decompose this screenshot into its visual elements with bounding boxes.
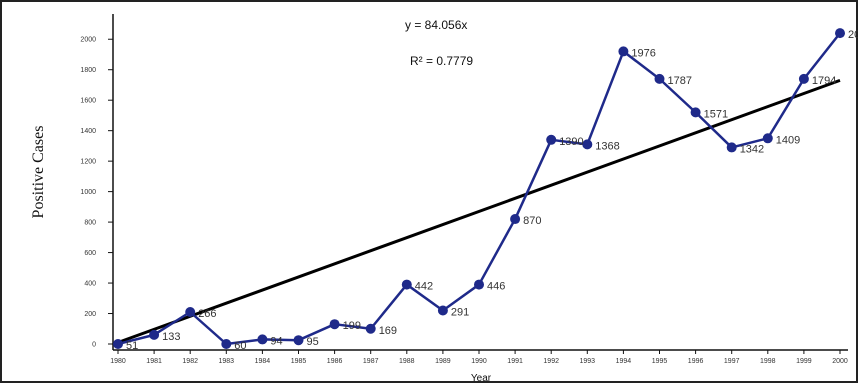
data-label: 169 xyxy=(379,325,397,337)
y-tick-label: 1200 xyxy=(80,159,96,166)
x-tick-label: 1999 xyxy=(796,358,812,365)
y-tick-label: 1800 xyxy=(80,67,96,74)
data-label: 1342 xyxy=(740,143,764,155)
y-tick-label: 1000 xyxy=(80,189,96,196)
x-tick-label: 1998 xyxy=(760,358,776,365)
data-point xyxy=(762,133,773,144)
data-label: 51 xyxy=(126,340,138,352)
x-axis-label: Year xyxy=(471,373,492,383)
data-point xyxy=(365,323,376,334)
data-point xyxy=(618,46,629,57)
x-tick-label: 1980 xyxy=(110,358,126,365)
x-tick-label: 1988 xyxy=(399,358,415,365)
x-tick-label: 1985 xyxy=(291,358,307,365)
data-point xyxy=(329,319,340,330)
x-tick-label: 1991 xyxy=(507,358,523,365)
data-label: 291 xyxy=(451,306,469,318)
axes xyxy=(112,14,848,351)
data-point xyxy=(293,335,304,346)
data-label: 95 xyxy=(307,336,319,348)
y-ticks: 0 200 400 600 800 1000 1200 1400 1600 1800 2000 xyxy=(80,37,113,349)
y-tick-label: 200 xyxy=(84,311,96,318)
y-tick-label: 600 xyxy=(84,250,96,257)
data-point xyxy=(582,139,593,150)
data-label: 1976 xyxy=(631,47,655,59)
x-tick-label: 1989 xyxy=(435,358,451,365)
data-point xyxy=(149,329,160,340)
trendline xyxy=(117,78,841,344)
data-label: 266 xyxy=(198,308,216,320)
y-tick-label: 800 xyxy=(84,220,96,227)
x-tick-label: 1996 xyxy=(688,358,704,365)
x-tick-label: 1990 xyxy=(471,358,487,365)
data-point xyxy=(726,142,737,153)
x-tick-label: 1994 xyxy=(616,358,632,365)
y-tick-label: 1400 xyxy=(80,128,96,135)
data-label: 1390 xyxy=(559,136,583,148)
data-point xyxy=(835,28,845,39)
data-point xyxy=(401,279,412,290)
data-point xyxy=(185,307,196,317)
data-labels: 51 133 266 60 94 95 199 169 442 291 446 870 1390 1368… xyxy=(126,29,858,352)
data-label: 133 xyxy=(162,331,180,343)
y-tick-label: 400 xyxy=(84,281,96,288)
data-point xyxy=(437,305,448,316)
data-label: 870 xyxy=(523,215,541,227)
x-tick-label: 1997 xyxy=(724,358,740,365)
data-point xyxy=(546,134,557,145)
x-tick-label: 1992 xyxy=(543,358,559,365)
data-label: 446 xyxy=(487,281,505,293)
data-label: 442 xyxy=(415,281,433,293)
y-axis-label: Positive Cases xyxy=(30,126,47,219)
x-ticks: 1980 1981 1982 1983 1984 1985 1986 1987 1988 1989… xyxy=(110,350,848,365)
trendline-equation: y = 84.056x xyxy=(405,18,467,32)
data-label: 1571 xyxy=(704,108,728,120)
x-tick-label: 1983 xyxy=(219,358,235,365)
data-label: 1787 xyxy=(668,75,692,87)
x-tick-label: 1986 xyxy=(327,358,343,365)
data-point xyxy=(257,334,268,345)
data-label: 1368 xyxy=(595,140,619,152)
data-label: 199 xyxy=(343,320,361,332)
y-tick-label: 1600 xyxy=(80,98,96,105)
data-point xyxy=(654,73,665,84)
data-point xyxy=(798,73,809,84)
data-point xyxy=(510,214,521,225)
data-point xyxy=(474,279,484,290)
series-line xyxy=(117,32,841,346)
data-label: 1409 xyxy=(776,134,800,146)
x-tick-label: 2000 xyxy=(832,358,848,365)
trendline-r-squared: R² = 0.7779 xyxy=(410,54,473,68)
x-tick-label: 1995 xyxy=(652,358,668,365)
y-tick-label: 0 xyxy=(92,342,96,349)
x-tick-label: 1982 xyxy=(182,358,198,365)
series-group xyxy=(113,28,845,349)
data-label: 60 xyxy=(234,340,246,352)
data-label: 1794 xyxy=(812,75,836,87)
x-tick-label: 1993 xyxy=(580,358,596,365)
data-point xyxy=(690,107,701,118)
x-tick-label: 1987 xyxy=(363,358,379,365)
y-tick-label: 2000 xyxy=(80,37,96,44)
data-point xyxy=(221,339,232,349)
trendline-group xyxy=(117,78,841,344)
data-point xyxy=(113,339,123,349)
x-tick-label: 1984 xyxy=(255,358,271,365)
data-label: 209 xyxy=(848,29,858,41)
data-label: 94 xyxy=(270,335,282,347)
x-tick-label: 1981 xyxy=(146,358,162,365)
